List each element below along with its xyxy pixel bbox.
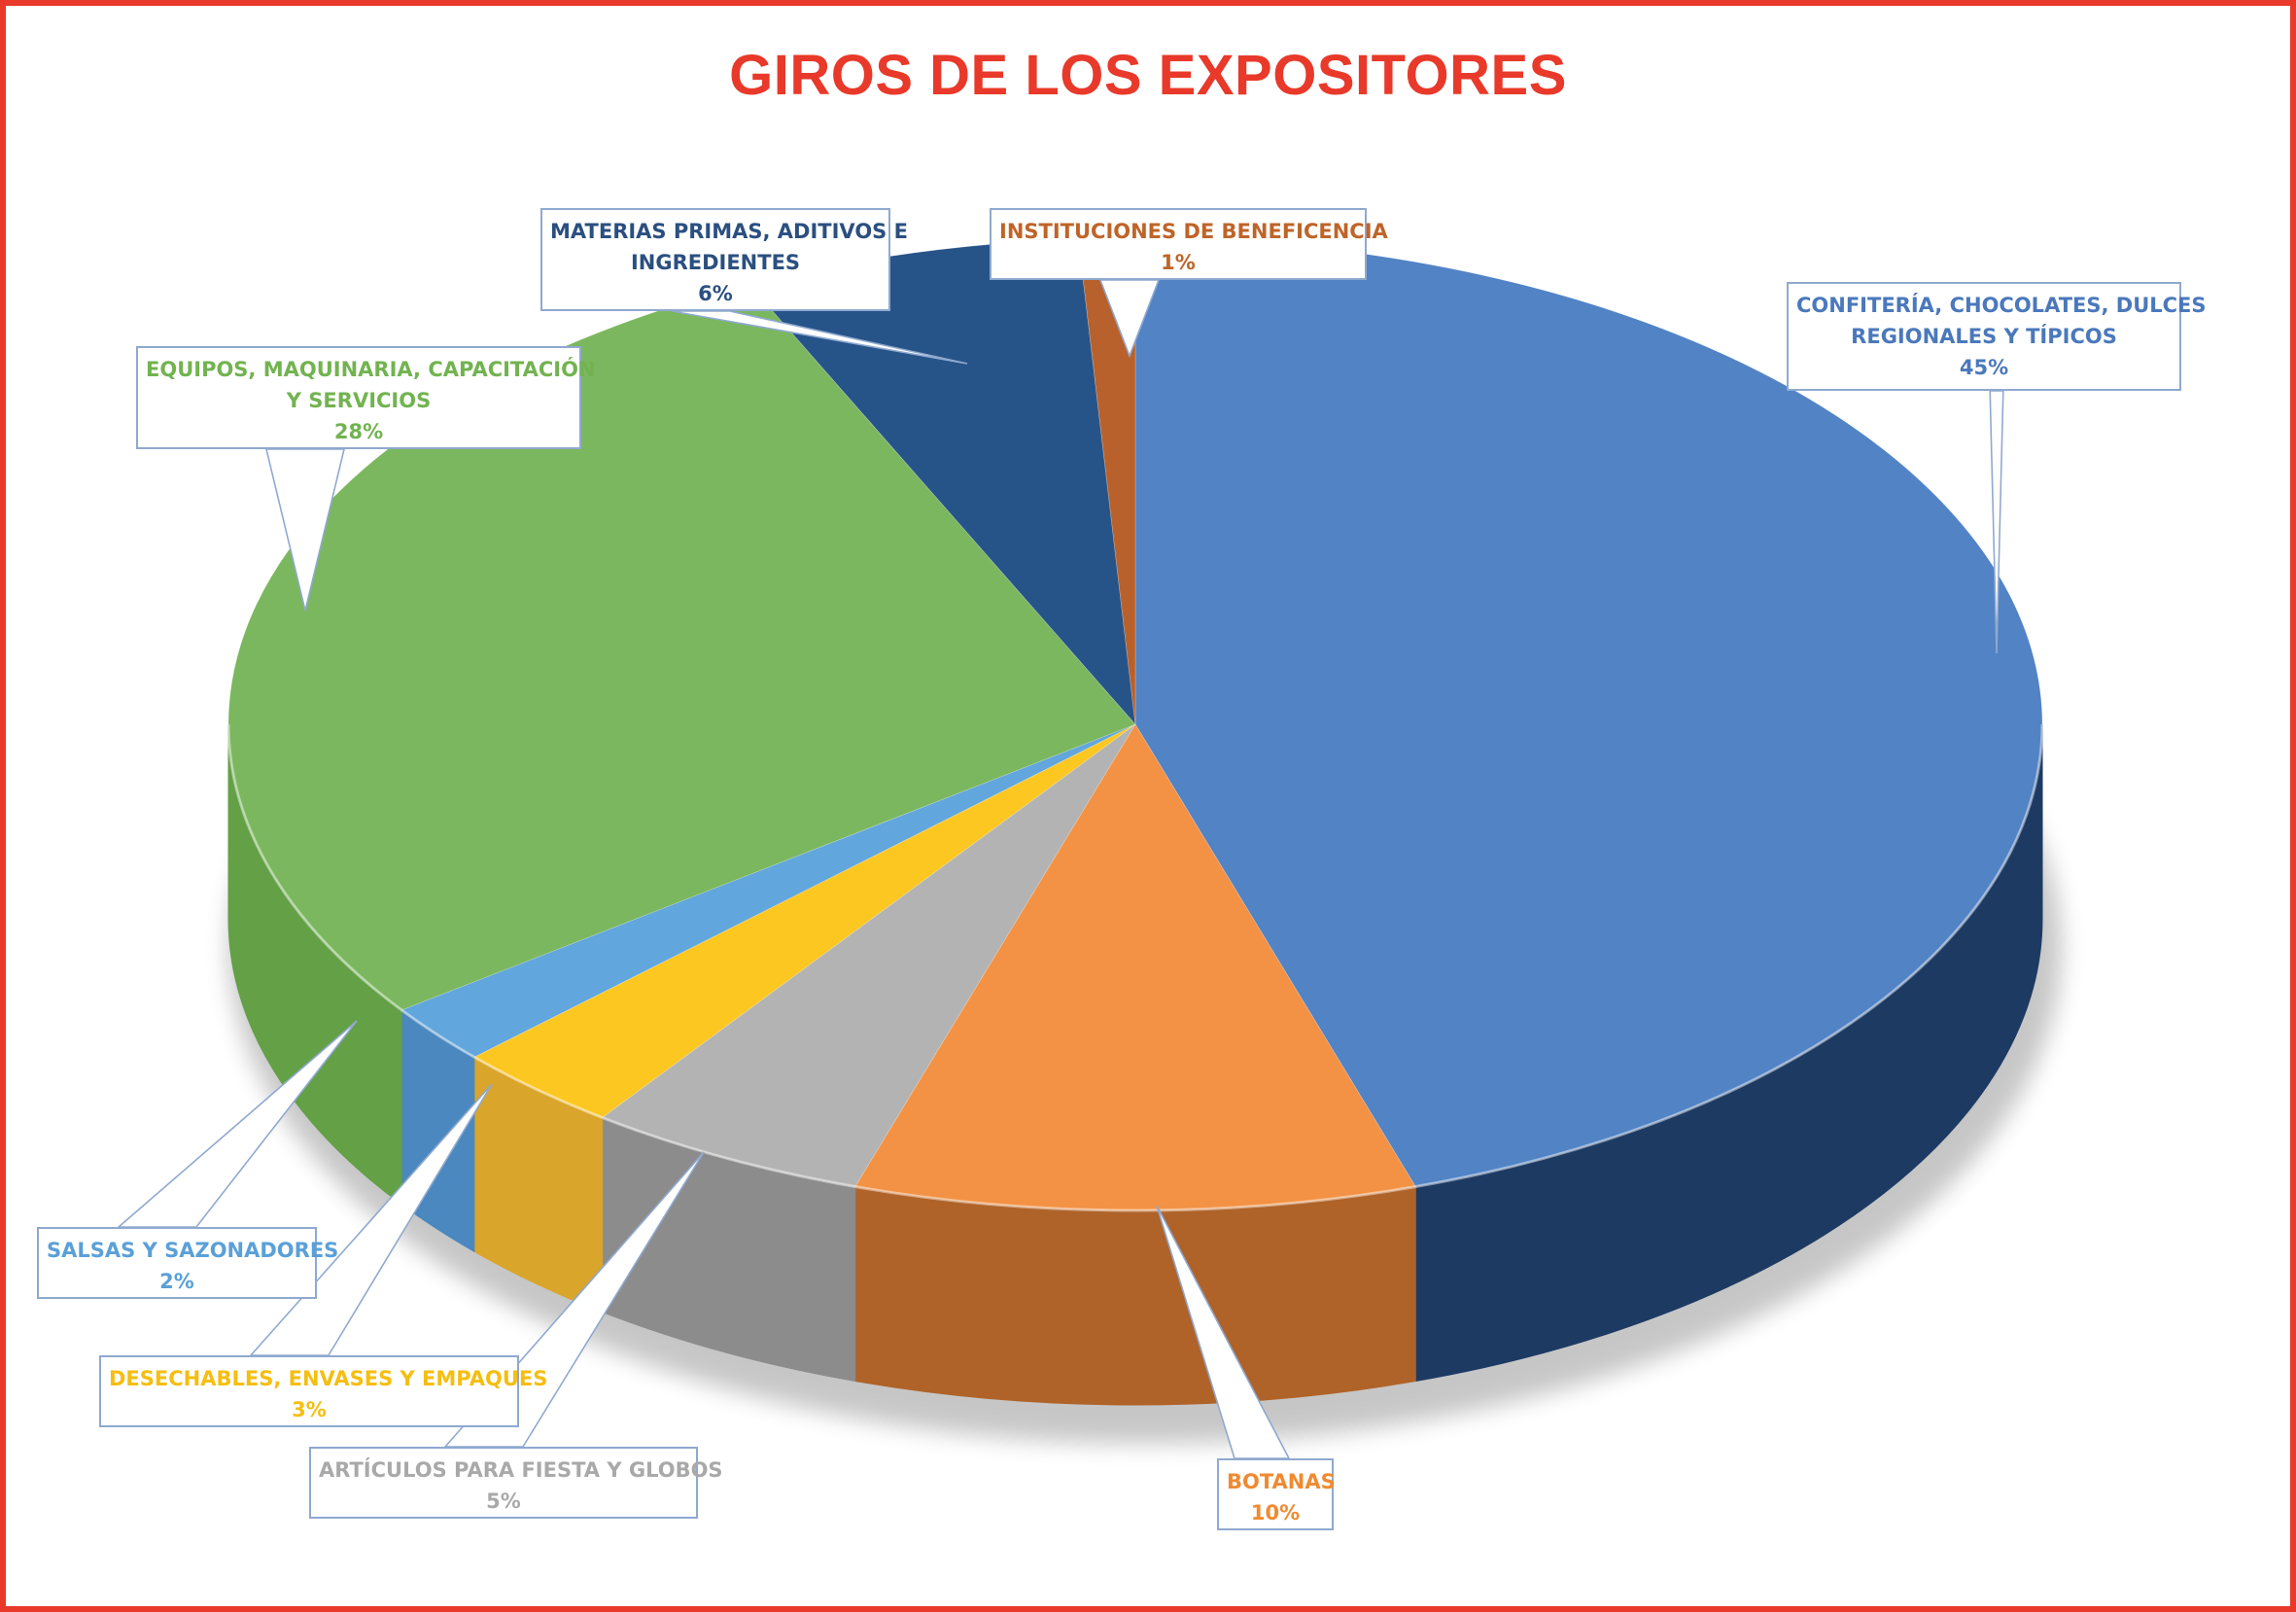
callout-percent: 2% [159,1270,194,1293]
callout-name-line: ARTÍCULOS PARA FIESTA Y GLOBOS [319,1458,723,1482]
callout-percent: 10% [1250,1501,1301,1524]
pie-tops [226,237,2044,1212]
callout-equipos-maquinaria-capacitacion-y-servicios: EQUIPOS, MAQUINARIA, CAPACITACIÓN Y SERVI… [136,346,596,449]
callout-name-line: INSTITUCIONES DE BENEFICENCIA [999,220,1388,243]
callout-percent: 3% [292,1398,327,1421]
chart-title: GIROS DE LOS EXPOSITORES [729,44,1567,107]
pie-slice-articulos-para-fiesta-y-globos[interactable] [601,723,1136,1187]
callout-desechables-envases-y-empaques: DESECHABLES, ENVASES Y EMPAQUES 3% [99,1355,548,1427]
callout-materias-primas-aditivos-e-ingredientes: MATERIAS PRIMAS, ADITIVOS E INGREDIENTES 6… [540,208,908,311]
leader-line-confiteria-chocolates-dulces-regionales-y-tipicos [1989,390,2004,654]
callout-name-line: EQUIPOS, MAQUINARIA, CAPACITACIÓN [146,358,596,381]
callout-percent: 6% [698,282,733,305]
leader-line-materias-primas-aditivos-e-ingredientes [671,310,968,365]
pie-slice-desechables-envases-y-empaques[interactable] [473,723,1136,1118]
callout-percent: 5% [486,1489,521,1513]
callout-name-line: BOTANAS [1227,1470,1336,1493]
callout-name-line: DESECHABLES, ENVASES Y EMPAQUES [109,1367,548,1390]
pie-slice-salsas-y-sazonadores[interactable] [400,723,1136,1058]
pie-side-botanas [854,1185,1416,1406]
callout-name-line: MATERIAS PRIMAS, ADITIVOS E [550,220,908,243]
callout-name-line: Y SERVICIOS [286,389,432,412]
callout-percent: 1% [1161,251,1196,274]
callout-name-line: REGIONALES Y TÍPICOS [1851,325,2117,348]
callout-articulos-para-fiesta-y-globos: ARTÍCULOS PARA FIESTA Y GLOBOS 5% [309,1447,723,1519]
callout-name-line: SALSAS Y SAZONADORES [47,1239,339,1262]
callout-botanas: BOTANAS 10% [1217,1458,1336,1530]
pie-slice-confiteria-chocolates-dulces-regionales-y-tipicos[interactable] [1134,237,2043,1187]
pie-sides [227,723,2043,1406]
pie-rim-highlight [226,723,2044,1212]
callout-name-line: INGREDIENTES [630,251,801,274]
callout-percent: 45% [1959,356,2009,379]
callout-percent: 28% [333,420,384,443]
callout-name-line: CONFITERÍA, CHOCOLATES, DULCES [1796,294,2207,317]
pie-slice-botanas[interactable] [854,723,1416,1211]
callout-salsas-y-sazonadores: SALSAS Y SAZONADORES 2% [37,1227,339,1299]
callout-confiteria-chocolates-dulces-regionales-y-tipicos: CONFITERÍA, CHOCOLATES, DULCES REGIONALES… [1787,282,2207,391]
leader-line-instituciones-de-beneficencia [1098,279,1161,359]
callout-instituciones-de-beneficencia: INSTITUCIONES DE BENEFICENCIA 1% [990,208,1388,280]
leader-line-equipos-maquinaria-capacitacion-y-servicios [264,448,346,612]
